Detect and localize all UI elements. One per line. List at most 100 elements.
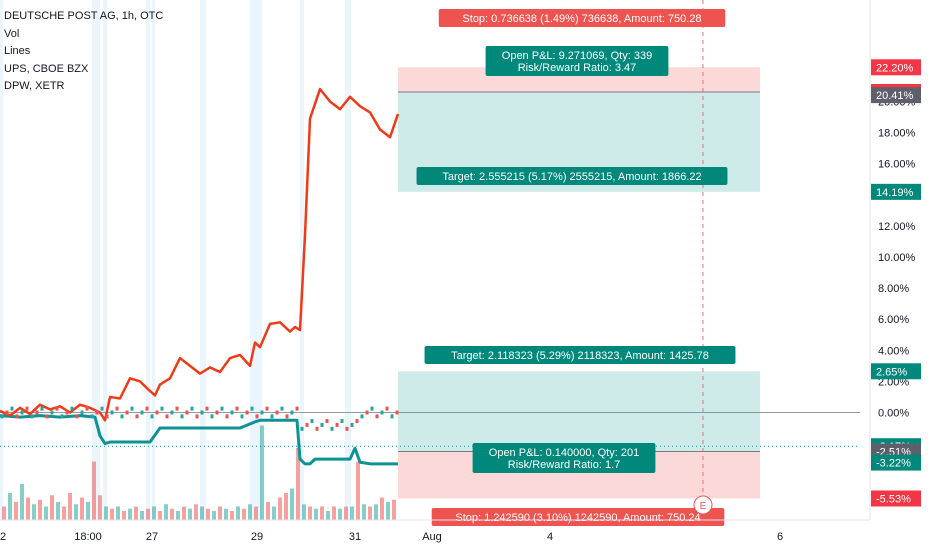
- candle-marker: [245, 410, 249, 415]
- price-tag-label: 20.41%: [876, 90, 914, 102]
- candle-marker: [310, 419, 314, 424]
- volume-bar: [14, 502, 18, 520]
- candle-marker: [35, 410, 39, 415]
- chart-legend: DEUTSCHE POST AG, 1h, OTC Vol Lines UPS,…: [4, 8, 163, 96]
- candle-marker: [220, 406, 224, 411]
- legend-item-lines[interactable]: Lines: [4, 45, 31, 57]
- candle-marker: [360, 414, 364, 419]
- volume-bar: [356, 461, 360, 520]
- volume-bar: [80, 497, 84, 520]
- volume-bar: [212, 511, 216, 520]
- event-marker-label: E: [700, 501, 707, 512]
- session-highlight: [250, 0, 262, 520]
- price-tag-label: -5.53%: [876, 493, 911, 505]
- session-highlight: [152, 0, 155, 520]
- volume-bar: [74, 504, 78, 520]
- x-tick-label: 22: [0, 531, 6, 543]
- volume-bar: [236, 506, 240, 520]
- volume-bar: [308, 506, 312, 520]
- candle-marker: [385, 406, 389, 411]
- legend-item-ups[interactable]: UPS, CBOE BZX: [4, 62, 89, 75]
- y-tick-label: 0.00%: [878, 408, 909, 420]
- session-highlight: [300, 0, 304, 520]
- candle-marker: [15, 414, 19, 419]
- volume-bar: [338, 508, 342, 520]
- session-highlight: [200, 0, 206, 520]
- event-marker[interactable]: [693, 495, 713, 515]
- candle-marker: [205, 406, 209, 411]
- volume-bar: [290, 488, 294, 520]
- price-tag: [871, 59, 921, 76]
- volume-bar: [332, 506, 336, 520]
- candle-marker: [315, 426, 319, 431]
- candle-marker: [375, 414, 379, 419]
- price-tag-label: 14.19%: [876, 187, 914, 199]
- candle-marker: [210, 414, 214, 419]
- volume-bar: [92, 461, 96, 520]
- candle-marker: [355, 419, 359, 424]
- series-line-dpw[interactable]: [0, 414, 398, 466]
- volume-bar: [116, 506, 120, 520]
- lower-target-label-text: Target: 2.118323 (5.29%) 2118323, Amount…: [451, 350, 709, 362]
- candle-marker: [345, 426, 349, 431]
- candle-marker: [100, 406, 104, 411]
- candle-marker: [130, 406, 134, 411]
- volume-bar: [50, 495, 54, 520]
- candle-marker: [250, 406, 254, 411]
- x-tick-label: 31: [349, 531, 361, 543]
- volume-bar: [260, 425, 264, 520]
- volume-bar: [296, 448, 300, 520]
- legend-item-vol[interactable]: Vol: [4, 27, 20, 40]
- lower-target-label[interactable]: Target: 2.118323 (5.29%) 2118323, Amount…: [424, 346, 736, 364]
- price-tag: [871, 183, 921, 200]
- volume-bar: [266, 502, 270, 520]
- candle-marker: [140, 410, 144, 415]
- x-tick-label: Aug: [422, 531, 442, 543]
- candle-marker: [390, 414, 394, 419]
- upper-stop-label[interactable]: Stop: 0.736638 (1.49%) 736638, Amount: 7…: [438, 9, 726, 27]
- volume-bar: [206, 508, 210, 520]
- lower-pl-label[interactable]: Open P&L: 0.140000, Qty: 201Risk/Reward …: [472, 443, 656, 473]
- candle-marker: [0, 414, 4, 419]
- candle-marker: [195, 414, 199, 419]
- lower-pl-label-text: Open P&L: 0.140000, Qty: 201: [489, 447, 639, 459]
- volume-bar: [326, 511, 330, 520]
- y-tick-label: 6.00%: [878, 314, 909, 326]
- candle-marker: [305, 422, 309, 427]
- candle-marker: [80, 410, 84, 415]
- candle-marker: [260, 410, 264, 415]
- lower-stop-label[interactable]: Stop: 1.242590 (3.10%) 1242590, Amount: …: [431, 508, 725, 526]
- lower-pl-label-text: Risk/Reward Ratio: 1.7: [508, 459, 621, 471]
- candle-marker: [105, 414, 109, 419]
- volume-bar: [392, 499, 396, 520]
- volume-bar: [134, 506, 138, 520]
- legend-item-dpw[interactable]: DPW, XETR: [4, 80, 65, 92]
- y-tick-label: 8.00%: [878, 283, 909, 295]
- candle-marker: [200, 410, 204, 415]
- x-tick-label: 4: [547, 531, 553, 543]
- candle-marker: [325, 419, 329, 424]
- volume-bar: [104, 506, 108, 520]
- upper-target-label[interactable]: Target: 2.555215 (5.17%) 2555215, Amount…: [416, 167, 728, 185]
- volume-bar: [128, 508, 132, 520]
- candle-marker: [20, 410, 24, 415]
- session-highlight: [146, 0, 150, 520]
- candle-marker: [275, 410, 279, 415]
- session-highlight: [103, 0, 107, 520]
- candle-marker: [190, 406, 194, 411]
- volume-bar: [20, 484, 24, 520]
- candle-marker: [30, 414, 34, 419]
- volume-bar: [362, 504, 366, 520]
- volume-bar: [110, 508, 114, 520]
- series-line-ups[interactable]: [0, 87, 400, 422]
- lower-target-zone[interactable]: [398, 371, 760, 452]
- upper-pl-label[interactable]: Open P&L: 9.271069, Qty: 339Risk/Reward …: [485, 46, 669, 76]
- candle-marker: [270, 414, 274, 419]
- volume-bar: [98, 495, 102, 520]
- candle-marker: [370, 406, 374, 411]
- volume-bar: [344, 506, 348, 520]
- x-tick-label: 27: [146, 531, 158, 543]
- candle-marker: [295, 406, 299, 411]
- volume-bar: [224, 508, 228, 520]
